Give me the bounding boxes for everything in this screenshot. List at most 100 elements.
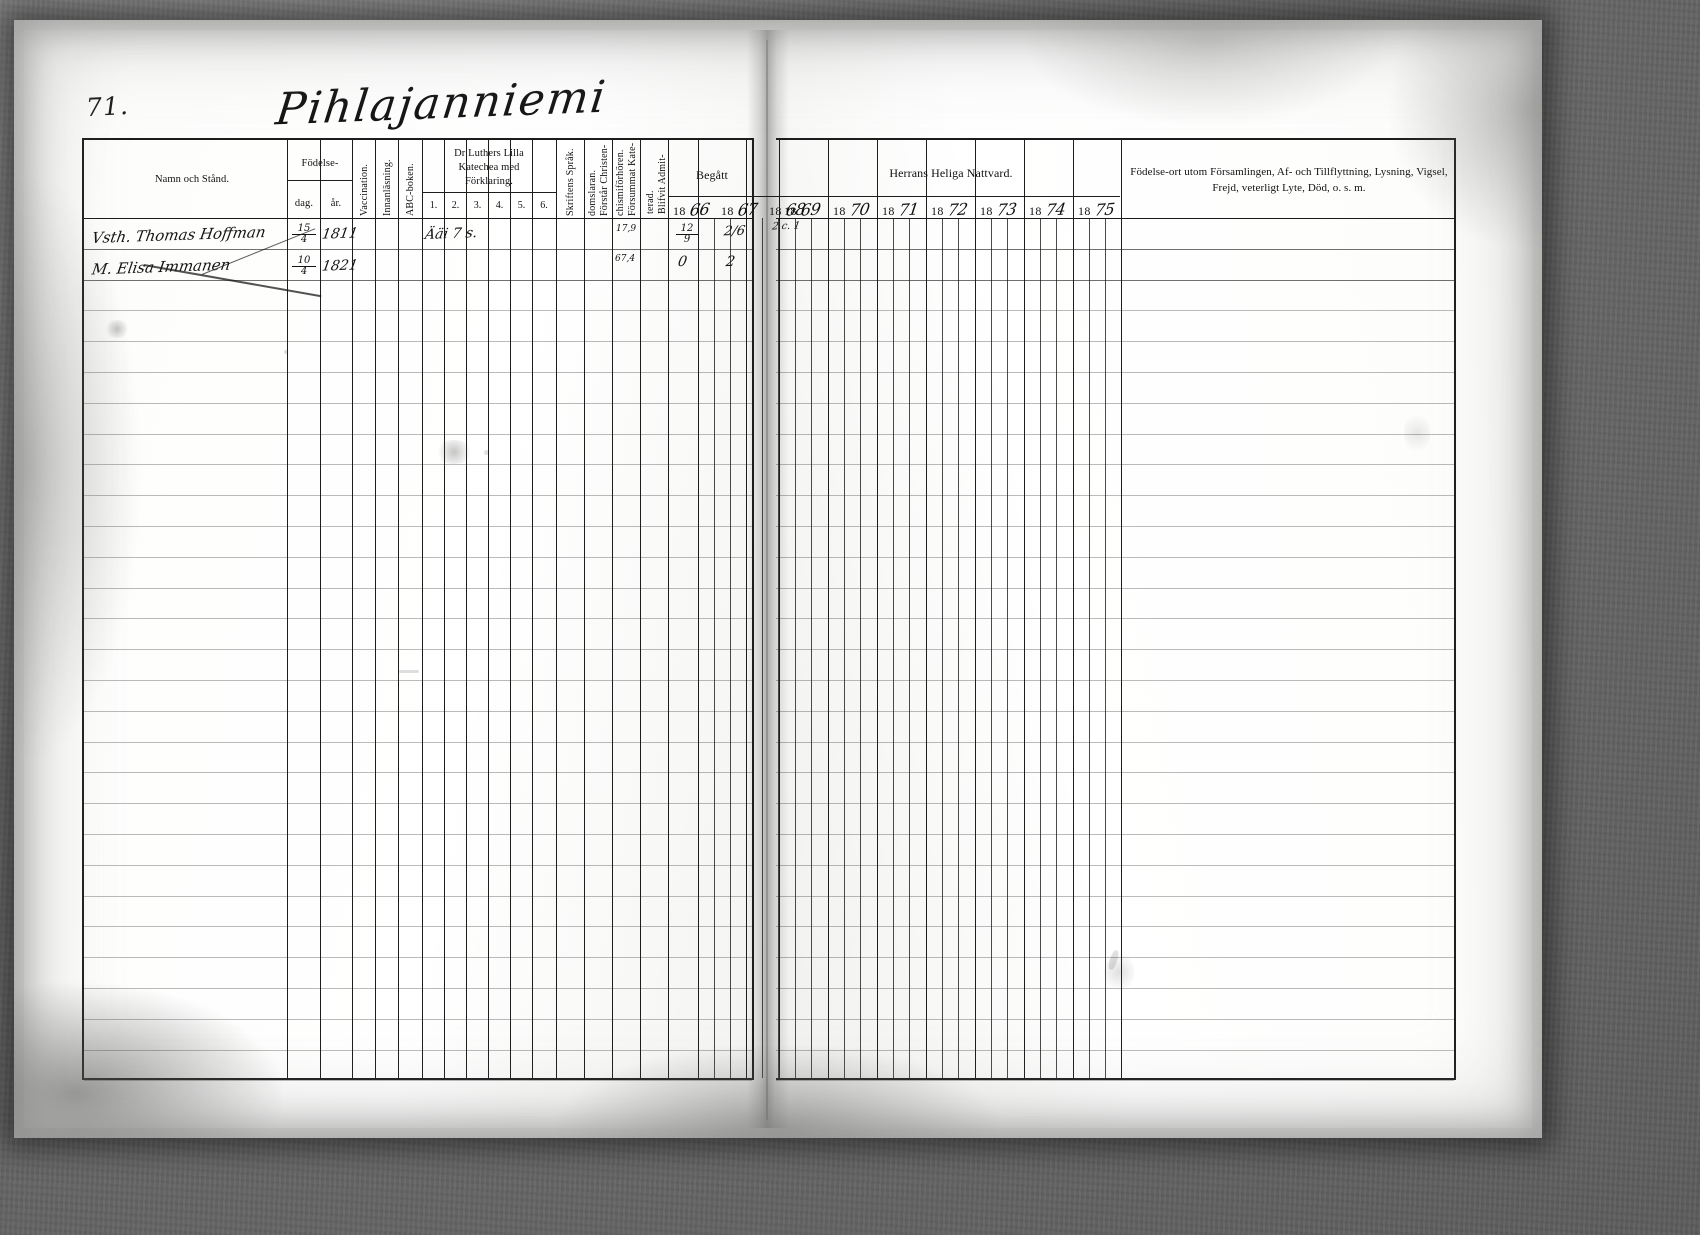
row-rule	[84, 772, 752, 774]
row-rule	[84, 895, 752, 897]
year-column-1870: 18 70	[833, 199, 871, 220]
header-blifvit-admitterad-line1: Blifvit Admit-	[657, 154, 668, 214]
col-subrule	[762, 218, 763, 1078]
row-rule	[84, 834, 752, 835]
entry-row-1-forsummat: 17,9	[616, 224, 637, 234]
row-rule	[776, 372, 1454, 373]
header-forsummat-katekismiforhor-line2: chismiförhören.	[615, 149, 626, 216]
header-abc-boken: ABC-boken.	[405, 163, 416, 216]
row-rule	[84, 279, 752, 281]
row-rule	[84, 988, 752, 989]
year-column-1866: 18 66	[673, 199, 711, 220]
header-vaccination: Vaccination.	[359, 163, 370, 216]
header-fodelse-dag: dag.	[294, 198, 314, 209]
row-rule	[84, 556, 752, 558]
year-hand: 74	[1044, 199, 1067, 220]
row-rule	[776, 526, 1454, 527]
row-rule	[84, 1049, 752, 1051]
row-rule	[776, 710, 1454, 712]
row-rule	[84, 341, 752, 343]
left-ruled-rows	[84, 218, 752, 1082]
row-rule	[84, 710, 752, 712]
row-rule	[84, 464, 752, 466]
header-katekes-num-2: 2.	[451, 200, 460, 211]
header-katekes-line3: Förklaring.	[464, 176, 514, 187]
entry-row-1-abc-note: Ääi 7 s.	[423, 225, 479, 243]
header-forstar-christendomslaran-line1: Förstår Christen-	[599, 144, 610, 216]
row-rule	[776, 1049, 1454, 1051]
paper-stain	[1404, 410, 1430, 456]
entry-row-2-forsummat: 67,4	[615, 254, 636, 264]
row-rule	[776, 1080, 1454, 1082]
header-fodelse-ar: år.	[330, 198, 342, 209]
row-rule	[84, 402, 752, 404]
row-rule	[776, 495, 1454, 497]
row-rule	[84, 1018, 752, 1020]
header-katekes-line1: Dr Luthers Lilla	[454, 148, 524, 159]
entry-row-1-begatt-1866: 12 9	[676, 224, 698, 245]
begatt-denominator: 9	[683, 234, 691, 245]
row-rule	[776, 248, 1454, 250]
year-prefix: 18	[882, 204, 895, 218]
row-rule	[776, 803, 1454, 805]
row-rule	[84, 618, 752, 620]
row-rule	[776, 433, 1454, 435]
row-rule	[84, 310, 752, 312]
row-rule	[84, 218, 752, 219]
header-blifvit-admitterad-line2: terad.	[645, 190, 656, 214]
header-namn-och-stand: Namn och Stånd.	[154, 174, 230, 185]
row-rule	[84, 433, 752, 435]
header-katekes-num-3: 3.	[473, 200, 482, 211]
row-rule	[776, 310, 1454, 312]
entry-row-2-birthday: 10 4	[292, 256, 316, 277]
year-hand: 72	[946, 199, 969, 220]
gutter-fold-line	[766, 40, 768, 1120]
row-rule	[776, 895, 1454, 897]
header-katekes-num-1: 1.	[429, 200, 438, 211]
header-begatt: Begått	[696, 168, 728, 182]
row-rule	[84, 803, 752, 805]
row-rule	[776, 864, 1454, 866]
year-column-1873: 18 73	[980, 199, 1018, 220]
year-prefix: 18	[833, 204, 846, 218]
page-number: 71.	[85, 90, 130, 123]
row-rule	[84, 926, 752, 928]
year-prefix: 18	[931, 204, 944, 218]
row-rule	[84, 649, 752, 651]
year-hand: 67	[736, 199, 759, 220]
header-fodelseort-line1: Födelse-ort utom Församlingen, Af- och T…	[1130, 166, 1448, 178]
ink-speck	[284, 350, 288, 354]
row-rule	[84, 864, 752, 866]
row-rule	[776, 218, 1454, 219]
birthday-denominator: 4	[300, 266, 308, 277]
row-rule	[84, 372, 752, 373]
year-hand: 69	[799, 199, 822, 220]
header-herrans-heliga-nattvard: Herrans Heliga Nattvard.	[889, 166, 1013, 180]
row-rule	[776, 341, 1454, 343]
ink-speck	[484, 450, 489, 455]
year-prefix: 18	[1029, 204, 1042, 218]
row-rule	[776, 556, 1454, 558]
entry-row-2-birthyear: 1821	[320, 257, 359, 275]
left-page-table: Namn och Stånd. Födelse- dag. år. Vaccin…	[82, 138, 807, 1082]
row-rule	[84, 957, 752, 959]
row-rule	[84, 248, 752, 250]
row-rule	[776, 618, 1454, 620]
header-forsummat-katekismiforhor-line1: Försummat Kate-	[627, 142, 638, 216]
right-page-table: Herrans Heliga Nattvard. 18 69 18 70 18 71 …	[776, 138, 1456, 1082]
entry-row-1-birthyear: 1811	[320, 225, 359, 243]
paper-stain	[434, 440, 474, 464]
year-prefix: 18	[980, 204, 993, 218]
row-rule	[84, 741, 752, 743]
row-rule	[84, 1080, 752, 1082]
row-rule	[776, 680, 1454, 681]
entry-row-1-begatt-1867: 2/6	[722, 223, 747, 240]
year-column-1874: 18 74	[1029, 199, 1067, 220]
year-hand: 70	[848, 199, 871, 220]
ink-blot	[399, 670, 419, 673]
header-katekes-num-5: 5.	[517, 200, 526, 211]
year-prefix: 18	[784, 204, 797, 218]
header-innanlasning: Innanläsning.	[382, 159, 393, 216]
year-hand: 66	[688, 199, 711, 220]
